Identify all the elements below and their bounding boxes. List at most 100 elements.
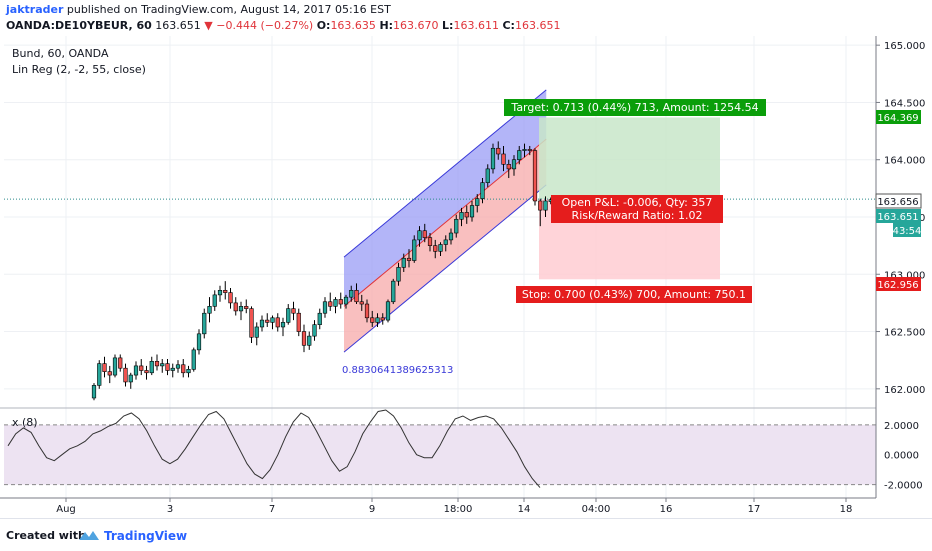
price-tick-label: 163.000 <box>884 270 925 281</box>
candle-body <box>154 361 160 367</box>
high-label: H: <box>379 19 394 32</box>
channel-value-label: 0.8830641389625313 <box>342 365 453 376</box>
candle-body <box>118 357 123 369</box>
candle-body <box>202 312 207 335</box>
candle-body <box>490 147 496 170</box>
candle-body <box>469 205 475 218</box>
candle-body <box>359 301 364 305</box>
close-value: 163.651 <box>514 19 561 32</box>
candle-body <box>259 319 265 328</box>
profit-zone <box>539 117 720 200</box>
time-tick-label: 18:00 <box>444 504 473 515</box>
candle-body <box>196 333 202 351</box>
candle-body <box>181 364 186 374</box>
candle-body <box>406 257 412 261</box>
candle-body <box>312 324 317 337</box>
symbol-title[interactable]: Bund, 60, OANDA <box>12 47 109 60</box>
channel-upper-line <box>343 89 547 258</box>
price-tick-label: 165.000 <box>884 41 925 52</box>
candle-body <box>448 232 454 241</box>
pnl-box[interactable]: Open P&L: -0.006, Qty: 357 Risk/Reward R… <box>551 195 723 223</box>
osc-band <box>4 424 876 485</box>
candle-body <box>254 326 259 338</box>
candle-body <box>307 335 312 346</box>
candle-body <box>480 182 485 199</box>
low-value: 163.611 <box>453 19 499 32</box>
candle-body <box>375 317 380 323</box>
tradingview-logo-icon[interactable] <box>78 528 100 542</box>
open-label: O: <box>316 19 331 32</box>
candle-body <box>412 239 417 261</box>
price-change: −0.444 (−0.27%) <box>216 19 314 32</box>
time-tick-label: 3 <box>167 504 173 515</box>
candle-body <box>291 308 296 314</box>
candle-body <box>349 290 354 298</box>
candle-body <box>160 363 165 367</box>
candle-body <box>464 212 469 218</box>
candle-body <box>511 159 517 170</box>
time-tick-label: 7 <box>269 504 275 515</box>
candle-body <box>396 267 401 282</box>
candle-body <box>175 364 181 369</box>
tradingview-brand[interactable]: TradingView <box>104 529 188 543</box>
time-tick-label: 16 <box>660 504 673 515</box>
candle-body <box>97 363 102 386</box>
stop-text: Stop: 0.700 (0.43%) 700, Amount: 750.1 <box>522 288 746 301</box>
target-text: Target: 0.713 (0.44%) 713, Amount: 1254.… <box>510 101 758 114</box>
osc-tick-label: 2.0000 <box>884 421 919 432</box>
author-link[interactable]: jaktrader <box>6 3 64 16</box>
candle-body <box>280 322 286 328</box>
svg-text:163.651: 163.651 <box>877 212 918 223</box>
candle-body <box>401 257 406 268</box>
candle-body <box>139 365 144 371</box>
svg-text:164.369: 164.369 <box>877 113 918 124</box>
target-box[interactable]: Target: 0.713 (0.44%) 713, Amount: 1254.… <box>504 99 766 116</box>
candle-body <box>133 365 139 376</box>
osc-tick-label: 0.0000 <box>884 451 919 462</box>
candle-body <box>270 317 275 323</box>
pnl-text: Open P&L: -0.006, Qty: 357 <box>562 196 713 209</box>
candle-body <box>496 147 501 155</box>
candle-body <box>328 301 333 307</box>
osc-tick-label: -2.0000 <box>884 481 923 492</box>
high-value: 163.670 <box>393 19 439 32</box>
candle-body <box>165 363 170 371</box>
candle-body <box>338 299 343 305</box>
candle-body <box>485 168 490 183</box>
price-chart[interactable]: 162.000162.500163.000163.500164.000164.5… <box>0 36 932 518</box>
candle-body <box>244 306 249 309</box>
close-label: C: <box>502 19 515 32</box>
price-tick-label: 164.500 <box>884 98 925 109</box>
risk-reward-text: Risk/Reward Ratio: 1.02 <box>572 209 703 222</box>
down-arrow-icon: ▼ <box>204 19 213 32</box>
price-label-stop: 162.956 <box>876 277 921 291</box>
candle-body <box>501 153 506 165</box>
svg-text:162.956: 162.956 <box>877 280 918 291</box>
candle-body <box>333 299 338 307</box>
candle-body <box>391 280 396 303</box>
candle-body <box>543 200 548 211</box>
bar-countdown-label: 43:54 <box>893 223 922 237</box>
svg-text:43:54: 43:54 <box>893 226 922 237</box>
price-label-last: 163.656 <box>875 193 922 209</box>
oscillator-title[interactable]: x (8) <box>12 416 38 429</box>
candle-body <box>275 317 280 328</box>
candle-body <box>538 200 543 211</box>
svg-text:163.656: 163.656 <box>877 197 918 208</box>
price-tick-label: 164.000 <box>884 156 925 167</box>
candle-body <box>459 212 464 220</box>
stop-box[interactable]: Stop: 0.700 (0.43%) 700, Amount: 750.1 <box>516 286 752 303</box>
candle-body <box>286 308 291 323</box>
candle-body <box>212 294 217 307</box>
candles <box>91 141 553 401</box>
osc-line <box>7 409 541 488</box>
candle-body <box>170 367 175 371</box>
candle-body <box>128 374 133 383</box>
time-tick-label: 14 <box>518 504 531 515</box>
candle-body <box>228 292 233 304</box>
indicator-title[interactable]: Lin Reg (2, -2, 55, close) <box>12 63 146 76</box>
candle-body <box>91 385 97 399</box>
candle-body <box>354 290 359 303</box>
candle-body <box>301 331 307 346</box>
publish-info: published on TradingView.com, August 14,… <box>66 3 391 16</box>
